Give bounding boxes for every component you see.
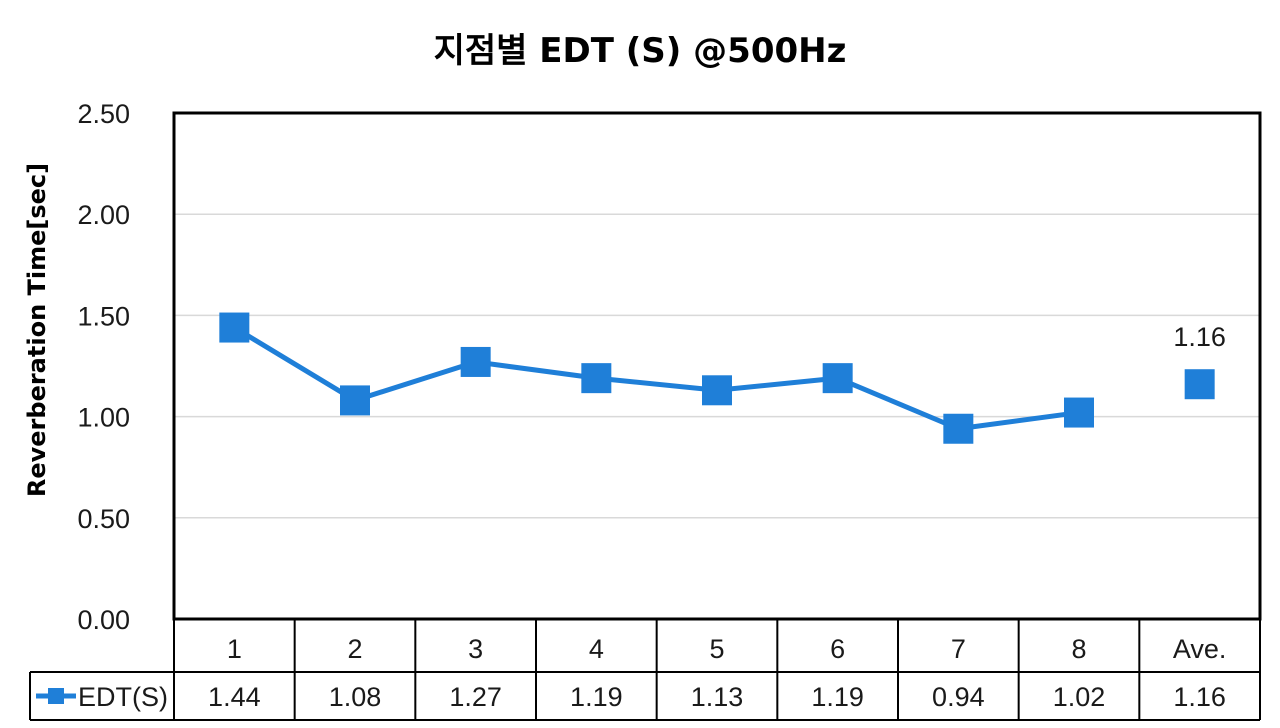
- table-value-cell: 1.08: [329, 682, 382, 712]
- data-point-marker: [460, 346, 491, 377]
- gridlines: [174, 213, 1260, 519]
- data-point-marker: [1184, 369, 1215, 400]
- legend-marker-icon: [48, 688, 64, 704]
- chart-title: 지점별 EDT (S) @500Hz: [434, 31, 847, 71]
- table-value-cell: 1.13: [691, 682, 744, 712]
- y-tick-label: 1.00: [77, 403, 130, 433]
- x-category-label: 5: [709, 634, 724, 664]
- y-tick-label: 1.50: [77, 301, 130, 331]
- data-point-marker: [702, 375, 732, 406]
- y-tick-label: 0.00: [77, 605, 130, 635]
- data-point-marker: [943, 413, 974, 444]
- data-table: 1 2 3 4 5 6 7 8 Ave. EDT(S) 1.44 1.08 1.27 1.19 1.13 1.…: [29, 619, 1261, 721]
- x-category-label: 4: [589, 634, 604, 664]
- y-tick-label: 0.50: [77, 504, 130, 534]
- x-category-label: 6: [830, 634, 845, 664]
- y-axis-label: Reverberation Time[sec]: [23, 163, 51, 497]
- data-point-marker: [822, 363, 853, 394]
- x-category-label: Ave.: [1173, 634, 1227, 664]
- table-value-cell: 1.44: [208, 682, 261, 712]
- data-label: 1.16: [1173, 322, 1226, 352]
- y-tick-label: 2.50: [77, 99, 130, 129]
- x-category-label: 1: [227, 634, 242, 664]
- x-category-label: 8: [1071, 634, 1086, 664]
- data-point-marker: [581, 363, 612, 394]
- data-point-marker: [219, 312, 250, 343]
- table-value-cell: 1.16: [1173, 682, 1226, 712]
- x-category-label: 3: [468, 634, 483, 664]
- plot-area-border: [172, 111, 1262, 621]
- table-value-cell: 1.02: [1053, 682, 1106, 712]
- data-point-marker: [1064, 397, 1094, 428]
- table-value-cell: 0.94: [932, 682, 985, 712]
- y-tick-labels: 0.00 0.50 1.00 1.50 2.00 2.50: [77, 99, 130, 635]
- annotations: 1.16: [1173, 322, 1226, 352]
- table-value-cell: 1.19: [811, 682, 864, 712]
- legend-series-name: EDT(S): [78, 682, 168, 712]
- series-edt: [219, 312, 1215, 444]
- x-category-label: 7: [951, 634, 966, 664]
- x-category-label: 2: [347, 634, 362, 664]
- table-value-cell: 1.27: [449, 682, 502, 712]
- table-value-cell: 1.19: [570, 682, 623, 712]
- data-point-marker: [340, 385, 370, 416]
- series-line: [233, 325, 1080, 432]
- y-tick-label: 2.00: [77, 200, 130, 230]
